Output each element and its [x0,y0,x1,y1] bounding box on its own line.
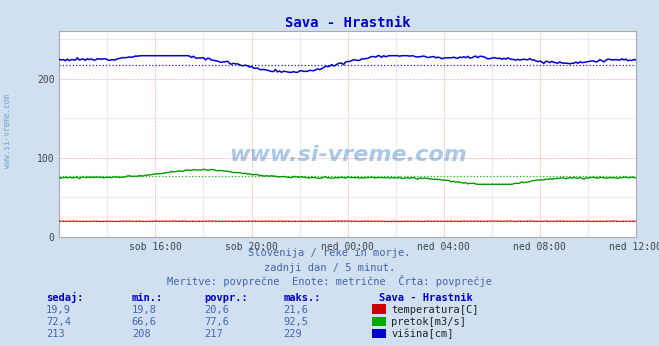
Text: povpr.:: povpr.: [204,293,248,303]
Text: Slovenija / reke in morje.: Slovenija / reke in morje. [248,248,411,258]
Text: 77,6: 77,6 [204,317,229,327]
Text: 72,4: 72,4 [46,317,71,327]
Text: 217: 217 [204,329,223,339]
Text: 20,6: 20,6 [204,305,229,315]
Text: 229: 229 [283,329,302,339]
Text: pretok[m3/s]: pretok[m3/s] [391,317,467,327]
Text: 19,9: 19,9 [46,305,71,315]
Text: zadnji dan / 5 minut.: zadnji dan / 5 minut. [264,263,395,273]
Text: 208: 208 [132,329,150,339]
Text: Sava - Hrastnik: Sava - Hrastnik [379,293,473,303]
Text: Meritve: povprečne  Enote: metrične  Črta: povprečje: Meritve: povprečne Enote: metrične Črta:… [167,275,492,287]
Text: min.:: min.: [132,293,163,303]
Text: 92,5: 92,5 [283,317,308,327]
Text: 19,8: 19,8 [132,305,157,315]
Text: www.si-vreme.com: www.si-vreme.com [229,145,467,165]
Text: 21,6: 21,6 [283,305,308,315]
Text: 66,6: 66,6 [132,317,157,327]
Text: www.si-vreme.com: www.si-vreme.com [3,94,13,169]
Text: sedaj:: sedaj: [46,292,84,303]
Text: maks.:: maks.: [283,293,321,303]
Text: višina[cm]: višina[cm] [391,329,454,339]
Text: 213: 213 [46,329,65,339]
Text: temperatura[C]: temperatura[C] [391,305,479,315]
Title: Sava - Hrastnik: Sava - Hrastnik [285,16,411,30]
